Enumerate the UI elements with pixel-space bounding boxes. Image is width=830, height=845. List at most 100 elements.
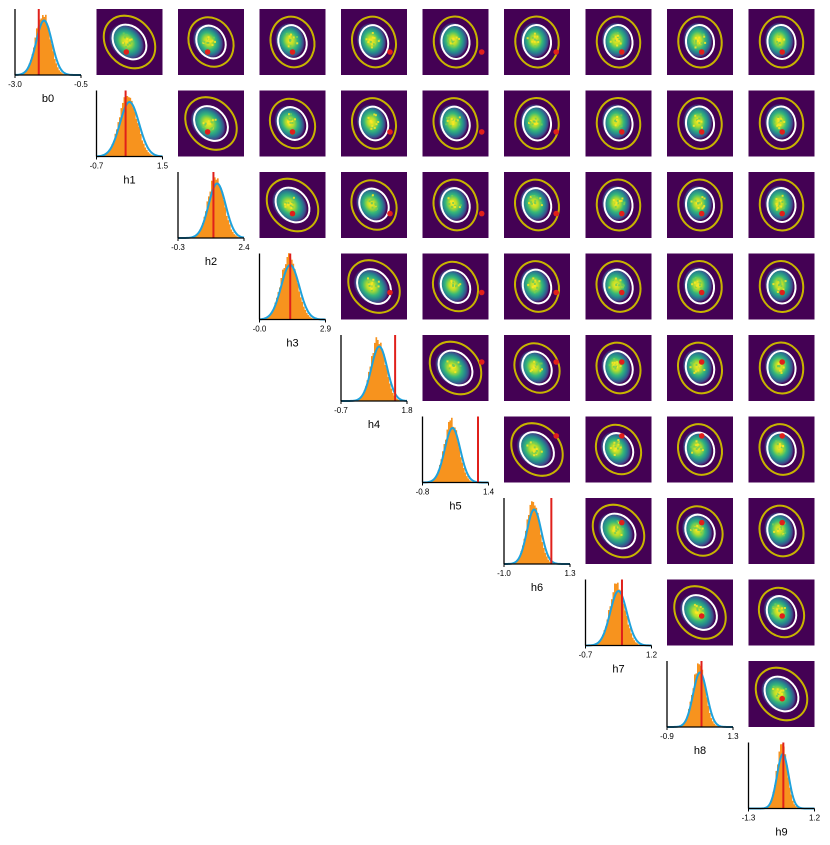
density-speckle bbox=[694, 370, 697, 373]
histogram-bar bbox=[211, 180, 213, 238]
density-speckle bbox=[621, 527, 624, 530]
density-speckle bbox=[532, 277, 535, 280]
density-speckle bbox=[699, 287, 702, 290]
true-value-point bbox=[779, 289, 785, 296]
histogram-bar bbox=[540, 534, 542, 564]
heatmap-h2-h3 bbox=[259, 172, 326, 238]
histogram-bar bbox=[531, 501, 533, 564]
density-speckle bbox=[371, 194, 374, 197]
heatmap-h4-h5 bbox=[422, 335, 489, 401]
density-speckle bbox=[367, 281, 370, 284]
true-value-point bbox=[387, 129, 393, 135]
tick-label-min: -0.9 bbox=[660, 732, 674, 741]
density-speckle bbox=[370, 285, 373, 288]
density-speckle bbox=[614, 367, 617, 370]
density-blob bbox=[192, 23, 224, 59]
histogram-bar bbox=[359, 398, 361, 401]
density-speckle bbox=[457, 284, 460, 287]
density-speckle bbox=[696, 364, 699, 367]
density-speckle bbox=[618, 126, 620, 129]
density-speckle bbox=[536, 196, 539, 199]
true-value-point bbox=[387, 289, 393, 296]
contour-outer bbox=[595, 97, 642, 150]
density-speckle bbox=[535, 453, 538, 456]
density-speckle bbox=[697, 529, 700, 531]
density-speckle bbox=[369, 40, 372, 43]
density-speckle bbox=[370, 283, 373, 286]
density-speckle bbox=[288, 119, 291, 122]
density-speckle bbox=[288, 113, 290, 116]
density-speckle bbox=[615, 120, 618, 123]
heatmap-h3-h5 bbox=[422, 253, 489, 320]
density-speckle bbox=[615, 527, 618, 530]
contour-outer bbox=[594, 423, 643, 476]
contour-inner bbox=[684, 350, 716, 386]
density-speckle bbox=[693, 523, 696, 526]
density-speckle bbox=[446, 34, 449, 37]
histogram-bar bbox=[778, 751, 781, 809]
density-speckle bbox=[772, 688, 775, 690]
histogram-bar bbox=[378, 344, 381, 401]
histogram-bar bbox=[768, 805, 770, 809]
density-speckle bbox=[377, 121, 380, 123]
density-speckle bbox=[772, 685, 775, 688]
density-speckle bbox=[455, 284, 458, 287]
histogram-bar bbox=[58, 70, 61, 75]
histogram-bar bbox=[769, 803, 772, 809]
density-speckle bbox=[451, 200, 454, 203]
histogram-bar bbox=[268, 315, 271, 320]
density-speckle bbox=[782, 534, 785, 537]
density-speckle bbox=[533, 202, 535, 205]
density-speckle bbox=[773, 530, 776, 533]
density-blob bbox=[356, 22, 387, 59]
histogram-bar bbox=[786, 764, 788, 809]
histogram-bar bbox=[792, 800, 794, 809]
density-speckle bbox=[779, 279, 781, 282]
density-speckle bbox=[701, 207, 704, 210]
density-speckle bbox=[533, 285, 536, 287]
variable-label: h8 bbox=[694, 745, 706, 757]
heatmap-b0-h2 bbox=[178, 9, 244, 75]
density-speckle bbox=[374, 202, 377, 205]
density-speckle bbox=[535, 448, 538, 450]
density-speckle bbox=[290, 118, 293, 121]
histogram-bar bbox=[129, 97, 132, 157]
histogram-bar bbox=[365, 386, 367, 401]
density-speckle bbox=[697, 39, 699, 42]
histogram-bar bbox=[396, 399, 399, 401]
contour-inner bbox=[684, 513, 716, 549]
histogram-bar bbox=[221, 192, 224, 238]
density-speckle bbox=[696, 280, 699, 283]
density-speckle bbox=[288, 35, 291, 38]
density-speckle bbox=[782, 533, 785, 536]
density-speckle bbox=[696, 524, 699, 527]
density-speckle bbox=[779, 369, 782, 372]
histogram-bar bbox=[120, 108, 123, 157]
histogram-bar bbox=[298, 291, 301, 320]
histogram-bar bbox=[230, 229, 233, 238]
density-speckle bbox=[622, 284, 625, 287]
histogram-bar bbox=[107, 152, 109, 157]
density-speckle bbox=[209, 122, 212, 125]
density-speckle bbox=[614, 445, 617, 448]
density-speckle bbox=[532, 450, 535, 453]
tick-label-max: 1.8 bbox=[401, 406, 413, 415]
histogram-bar bbox=[360, 397, 363, 401]
density-speckle bbox=[204, 122, 207, 125]
density-speckle bbox=[623, 201, 626, 204]
variable-label: h9 bbox=[775, 827, 787, 839]
density-speckle bbox=[695, 363, 698, 366]
histogram-bar bbox=[147, 152, 150, 157]
histogram-bar bbox=[784, 754, 787, 809]
histogram-bar bbox=[105, 153, 108, 157]
histogram-h1: -0.7 1.5 h1 bbox=[90, 90, 169, 187]
density-speckle bbox=[781, 607, 784, 610]
density-speckle bbox=[616, 118, 618, 121]
contour-inner bbox=[602, 432, 635, 467]
histogram-bar bbox=[36, 28, 38, 76]
density-speckle bbox=[698, 117, 701, 120]
density-speckle bbox=[454, 285, 457, 288]
heatmap-b0-h6 bbox=[504, 9, 570, 75]
contour-inner bbox=[358, 105, 390, 142]
histogram-bar bbox=[202, 222, 204, 238]
